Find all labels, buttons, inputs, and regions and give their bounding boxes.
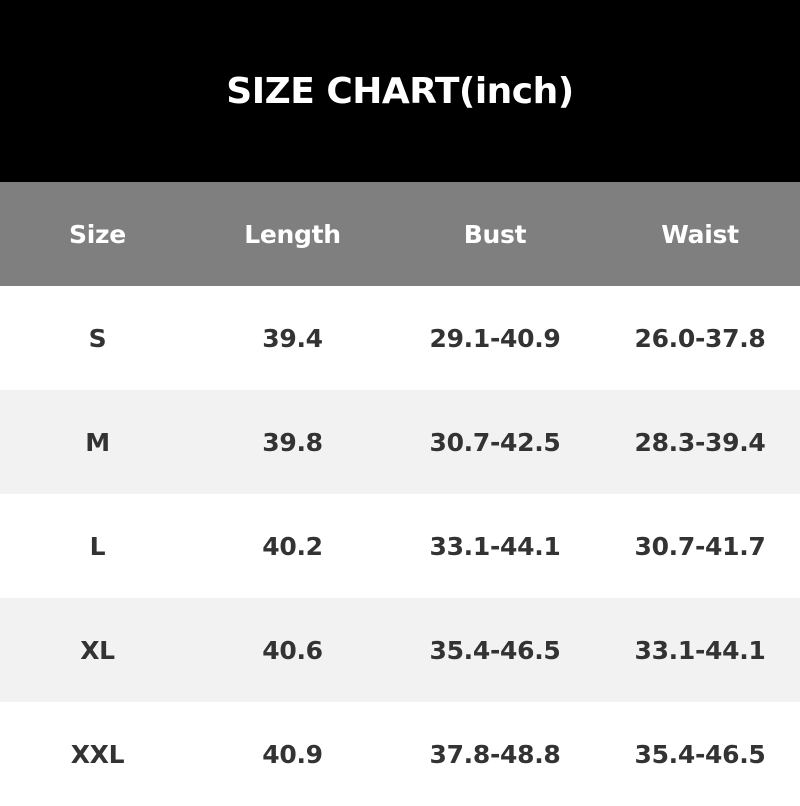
table-row: M 39.8 30.7-42.5 28.3-39.4 [0, 390, 800, 494]
cell-waist: 30.7-41.7 [634, 531, 766, 561]
cell-size: M [85, 427, 110, 457]
table-row: XL 40.6 35.4-46.5 33.1-44.1 [0, 598, 800, 702]
cell-size: L [89, 531, 106, 561]
table-row: S 39.4 29.1-40.9 26.0-37.8 [0, 286, 800, 390]
header-waist: Waist [661, 219, 739, 249]
header-bust: Bust [463, 219, 527, 249]
cell-size: XXL [70, 739, 125, 769]
header-length: Length [244, 219, 341, 249]
cell-length: 39.4 [262, 323, 323, 353]
table-row: L 40.2 33.1-44.1 30.7-41.7 [0, 494, 800, 598]
table-row: XXL 40.9 37.8-48.8 35.4-46.5 [0, 702, 800, 806]
cell-bust: 33.1-44.1 [429, 531, 561, 561]
cell-length: 40.9 [262, 739, 323, 769]
header-size: Size [69, 219, 126, 249]
cell-waist: 33.1-44.1 [634, 635, 766, 665]
cell-waist: 28.3-39.4 [634, 427, 766, 457]
cell-waist: 26.0-37.8 [634, 323, 766, 353]
table-header: Size Length Bust Waist [0, 182, 800, 286]
title-bar: SIZE CHART(inch) [0, 0, 800, 182]
cell-bust: 30.7-42.5 [429, 427, 561, 457]
cell-length: 40.2 [262, 531, 323, 561]
chart-title: SIZE CHART(inch) [226, 70, 574, 112]
cell-bust: 37.8-48.8 [429, 739, 561, 769]
cell-waist: 35.4-46.5 [634, 739, 766, 769]
cell-bust: 29.1-40.9 [429, 323, 561, 353]
cell-length: 40.6 [262, 635, 323, 665]
cell-size: XL [80, 635, 115, 665]
cell-bust: 35.4-46.5 [429, 635, 561, 665]
cell-size: S [88, 323, 107, 353]
cell-length: 39.8 [262, 427, 323, 457]
